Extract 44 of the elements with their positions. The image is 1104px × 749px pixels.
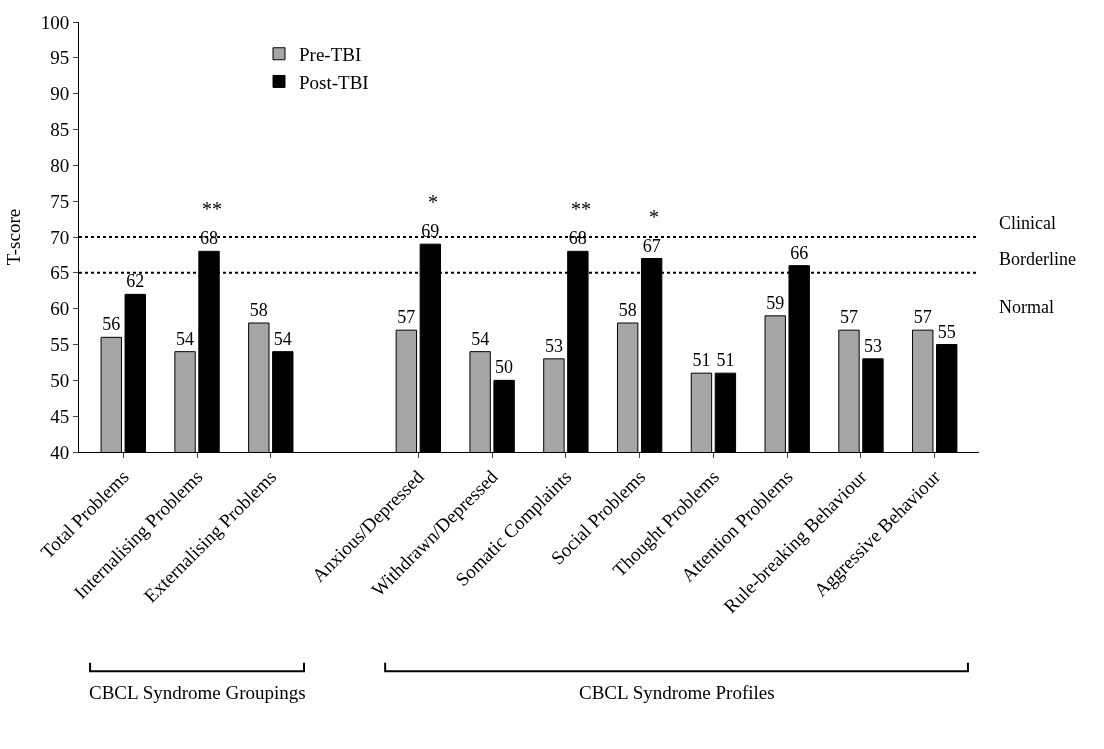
y-tick-label: 100 [40,11,70,33]
annotation: ** [202,198,222,220]
data-label: 66 [790,242,809,263]
y-tick-label: 60 [50,298,70,320]
data-label: 58 [618,300,637,320]
data-label: 53 [544,335,563,356]
data-label: 56 [102,314,121,335]
text: Normal [999,297,1054,317]
data-label: 57 [913,307,932,328]
text: CBCL Syndrome Profiles [579,682,775,703]
y-tick-label: 55 [50,334,70,356]
annotation: * [649,206,659,228]
text: CBCL Syndrome Groupings [89,682,306,703]
y-tick-label: 40 [50,441,70,463]
y-tick-label: 90 [50,83,70,105]
data-label: 57 [397,307,416,328]
y-tick-label: 65 [50,262,70,284]
y-tick-label: 45 [50,405,70,427]
annotation: ** [571,198,591,220]
y-tick-label: 50 [50,369,70,391]
data-label: 58 [249,300,268,320]
legend-label: Pre-TBI [299,44,362,66]
data-label: 59 [766,292,785,313]
data-label: 51 [716,350,735,371]
y-tick-label: 75 [50,190,70,212]
data-label: 67 [642,235,661,256]
data-label: 53 [863,335,882,356]
y-tick-label: 70 [50,226,70,248]
ref-line-label: Clinical [999,213,1056,233]
data-label: 54 [273,328,292,349]
data-label: 54 [176,328,195,349]
data-label: 51 [692,350,711,371]
data-label: 62 [126,271,145,292]
y-tick-label: 80 [50,154,70,176]
y-axis-title: T-score [2,208,24,266]
annotation: * [428,191,438,213]
data-label: 54 [471,328,490,349]
data-label: 55 [937,321,956,342]
y-tick-label: 95 [50,47,70,69]
y-tick-label: 85 [50,119,70,141]
data-label: 50 [495,357,514,378]
ref-line-label: Borderline [999,249,1076,269]
legend-label: Post-TBI [299,71,369,93]
data-label: 57 [839,307,858,328]
